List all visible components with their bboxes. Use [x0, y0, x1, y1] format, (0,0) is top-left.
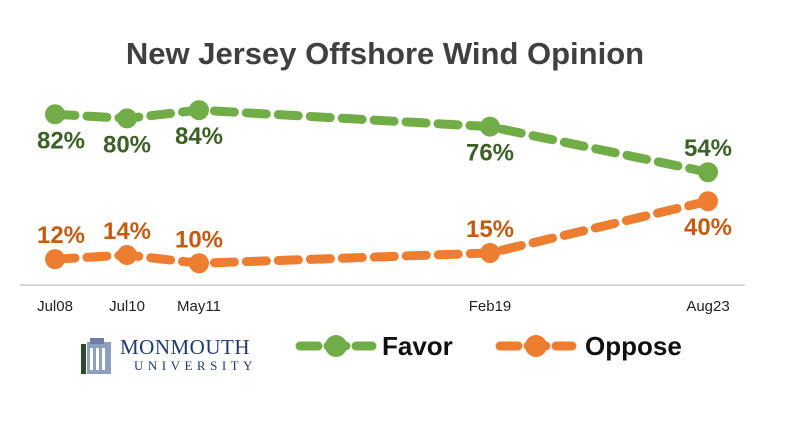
logo-line1: MONMOUTH — [120, 335, 250, 359]
data-label: 15% — [466, 216, 514, 243]
series-line-oppose — [50, 196, 713, 268]
legend-marker-favor — [325, 335, 347, 357]
data-point — [45, 104, 65, 125]
data-label: 76% — [466, 140, 514, 167]
data-point — [698, 191, 718, 212]
building-icon — [81, 338, 111, 374]
chart-title: New Jersey Offshore Wind Opinion — [125, 36, 645, 71]
data-point — [480, 242, 500, 263]
x-tick-label: Feb19 — [469, 298, 512, 315]
data-label: 54% — [684, 135, 732, 162]
data-point — [480, 116, 500, 137]
legend-marker-oppose — [525, 335, 547, 357]
monmouth-logo: MONMOUTH UNIVERSITY — [80, 336, 257, 374]
data-label: 80% — [103, 131, 151, 158]
data-point — [117, 108, 137, 129]
x-tick-label: Aug23 — [686, 298, 729, 315]
data-point — [189, 253, 209, 274]
legend-label-oppose: Oppose — [585, 331, 682, 361]
data-label: 40% — [684, 214, 732, 241]
data-label: 10% — [175, 226, 223, 253]
data-point — [117, 245, 137, 266]
data-point — [189, 100, 209, 121]
data-label: 12% — [37, 222, 85, 249]
data-label: 84% — [175, 123, 223, 150]
legend-label-favor: Favor — [382, 331, 453, 361]
data-point — [45, 249, 65, 270]
series-line-favor — [50, 105, 713, 177]
data-label: 82% — [37, 127, 85, 154]
x-tick-label: Jul08 — [37, 298, 73, 315]
data-label: 14% — [103, 218, 151, 245]
logo-line2: UNIVERSITY — [134, 358, 257, 373]
x-tick-label: May11 — [177, 298, 221, 315]
x-tick-label: Jul10 — [109, 298, 145, 315]
data-point — [698, 162, 718, 183]
